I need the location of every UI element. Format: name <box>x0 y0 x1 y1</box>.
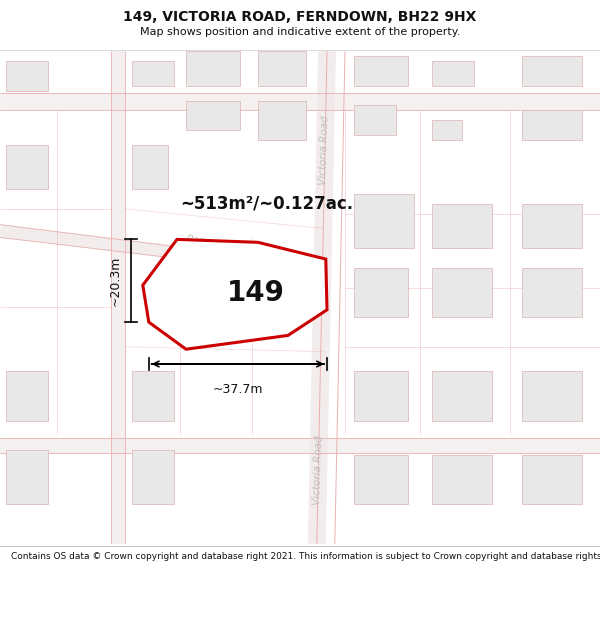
Bar <box>354 268 408 318</box>
Bar <box>354 455 408 504</box>
Text: Map shows position and indicative extent of the property.: Map shows position and indicative extent… <box>140 27 460 37</box>
Bar <box>6 371 48 421</box>
Polygon shape <box>0 224 325 277</box>
Bar <box>432 204 492 248</box>
Bar <box>6 450 48 504</box>
Bar <box>432 268 492 318</box>
Bar <box>6 145 48 189</box>
Text: Victoria Road: Victoria Road <box>312 435 324 505</box>
Bar <box>132 371 174 421</box>
Bar <box>354 106 396 135</box>
Text: ~20.3m: ~20.3m <box>109 256 122 306</box>
Bar <box>432 371 492 421</box>
Bar <box>177 248 261 312</box>
Bar <box>522 204 582 248</box>
Bar <box>522 455 582 504</box>
Bar <box>522 56 582 86</box>
Text: ~37.7m: ~37.7m <box>212 382 263 396</box>
Text: Contains OS data © Crown copyright and database right 2021. This information is : Contains OS data © Crown copyright and d… <box>11 552 600 561</box>
Bar <box>522 268 582 318</box>
Bar <box>432 61 474 86</box>
Bar <box>186 101 240 130</box>
Bar <box>432 455 492 504</box>
Bar <box>132 450 174 504</box>
Bar <box>186 51 240 86</box>
Bar <box>6 61 48 91</box>
Bar <box>354 194 414 248</box>
Bar <box>132 145 168 189</box>
Text: ~513m²/~0.127ac.: ~513m²/~0.127ac. <box>180 195 353 213</box>
Bar <box>258 101 306 140</box>
Polygon shape <box>143 239 327 349</box>
Text: 149, VICTORIA ROAD, FERNDOWN, BH22 9HX: 149, VICTORIA ROAD, FERNDOWN, BH22 9HX <box>124 10 476 24</box>
Bar <box>258 51 306 86</box>
Bar <box>522 371 582 421</box>
Polygon shape <box>111 51 125 544</box>
Polygon shape <box>0 438 600 452</box>
Polygon shape <box>308 51 336 544</box>
Text: Penrose Rd: Penrose Rd <box>186 234 246 253</box>
Bar <box>522 111 582 140</box>
Bar <box>354 371 408 421</box>
Bar <box>354 56 408 86</box>
Text: 149: 149 <box>227 279 284 307</box>
Polygon shape <box>0 92 600 111</box>
Text: Victoria Road: Victoria Road <box>318 115 330 185</box>
Bar <box>132 61 174 86</box>
Bar <box>432 120 462 140</box>
